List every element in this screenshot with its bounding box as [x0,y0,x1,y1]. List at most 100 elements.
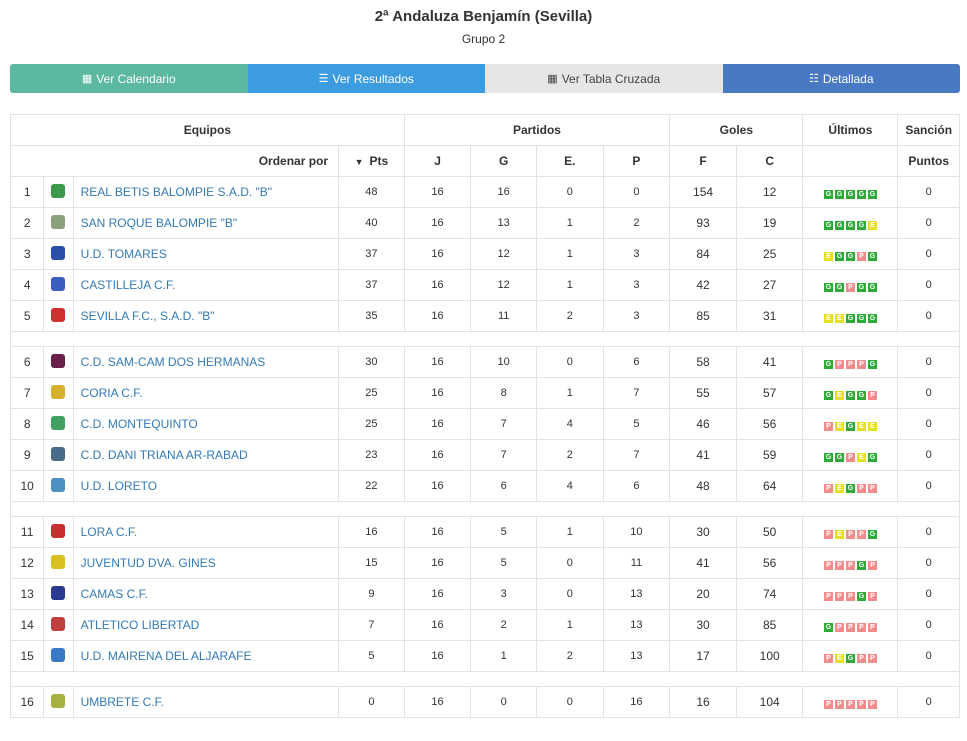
team-cell: U.D. LORETO [72,470,340,502]
form-badge: P [834,360,844,369]
f-cell: 58 [669,346,737,378]
form-badge: G [856,592,866,601]
team-link[interactable]: C.D. MONTEQUINTO [80,417,198,431]
equipos-header: Equipos [10,114,405,146]
form-badge: P [867,391,877,400]
c-cell: 27 [735,269,804,301]
form-badge: P [856,530,866,539]
p-cell: 5 [602,408,671,440]
form-badge: G [845,252,855,261]
p-cell: 13 [602,609,671,641]
pts-cell: 25 [338,377,405,409]
crest-cell [43,408,74,440]
p-cell: 7 [602,377,671,409]
form-badge: G [867,530,877,539]
sort-pts-header[interactable]: ▼ Pts [338,145,405,177]
form-badge: P [823,700,833,709]
sort-caret-icon: ▼ [354,157,364,167]
p-header: P [602,145,671,177]
ver-tabla-cruzada-button[interactable]: ▦ Ver Tabla Cruzada [485,64,723,93]
team-cell: CAMAS C.F. [72,578,340,610]
f-cell: 93 [669,207,737,239]
crest-cell [43,207,74,239]
e-cell: 1 [535,516,604,548]
team-cell: SAN ROQUE BALOMPIE "B" [72,207,340,239]
c-cell: 56 [735,408,804,440]
team-link[interactable]: U.D. MAIRENA DEL ALJARAFE [80,649,252,663]
position-cell: 1 [9,176,45,208]
team-link[interactable]: U.D. TOMARES [80,247,167,261]
team-link[interactable]: C.D. SAM-CAM DOS HERMANAS [80,355,266,369]
p-cell: 16 [602,686,671,718]
ver-resultados-button[interactable]: ☰ Ver Resultados [247,64,485,93]
pts-cell: 40 [338,207,405,239]
form-badge: G [823,221,833,230]
p-cell: 3 [602,238,671,270]
c-cell: 64 [735,470,804,502]
form-badge: G [867,283,877,292]
team-link[interactable]: SEVILLA F.C., S.A.D. "B" [80,309,215,323]
team-link[interactable]: SAN ROQUE BALOMPIE "B" [80,216,238,230]
team-crest-icon [51,554,66,569]
p-cell: 10 [602,516,671,548]
form-badge: G [845,422,855,431]
team-link[interactable]: C.D. DANI TRIANA AR-RABAD [80,448,248,462]
f-cell: 20 [669,578,737,610]
detail-list-icon: ☷ [808,73,819,85]
team-link[interactable]: CAMAS C.F. [80,587,148,601]
group-separator [10,501,960,517]
position-cell: 14 [9,609,45,641]
form-badge: E [834,422,844,431]
sancion-cell: 0 [897,686,960,718]
e-cell: 1 [535,207,604,239]
table-row: 2 SAN ROQUE BALOMPIE "B" 40 16 13 1 2 93 19 G G G G E… [9,207,960,239]
form-badge: P [856,360,866,369]
sancion-cell: 0 [897,470,960,502]
team-link[interactable]: LORA C.F. [80,525,138,539]
g-cell: 3 [470,578,537,610]
team-cell: C.D. MONTEQUINTO [72,408,340,440]
p-cell: 6 [602,470,671,502]
e-cell: 0 [535,346,604,378]
detallada-button[interactable]: ☷ Detallada [722,64,960,93]
e-cell: 1 [535,269,604,301]
ver-calendario-button[interactable]: ▦ Ver Calendario [10,64,248,93]
position-cell: 13 [9,578,45,610]
form-badge: E [823,314,833,323]
team-cell: U.D. TOMARES [72,238,340,270]
form-badge: P [856,252,866,261]
team-link[interactable]: REAL BETIS BALOMPIE S.A.D. "B" [80,185,273,199]
e-cell: 4 [535,470,604,502]
team-link[interactable]: JUVENTUD DVA. GINES [80,556,216,570]
crest-cell [43,300,74,332]
form-badge: G [823,360,833,369]
form-badge: P [867,592,877,601]
j-cell: 16 [403,269,472,301]
position-cell: 2 [9,207,45,239]
crest-cell [43,238,74,270]
team-cell: C.D. DANI TRIANA AR-RABAD [72,439,340,471]
team-link[interactable]: CASTILLEJA C.F. [80,278,176,292]
form-badge: G [823,190,833,199]
j-cell: 16 [403,346,472,378]
e-cell: 1 [535,609,604,641]
j-cell: 16 [403,176,472,208]
team-link[interactable]: UMBRETE C.F. [80,695,164,709]
form-badge: G [823,283,833,292]
form-badge: P [856,700,866,709]
team-crest-icon [51,585,66,600]
sancion-cell: 0 [897,238,960,270]
table-row: 6 C.D. SAM-CAM DOS HERMANAS 30 16 10 0 6 58 41 G P… [9,346,960,378]
table-row: 14 ATLETICO LIBERTAD 7 16 2 1 13 30 85 G P P P P 0 [9,609,960,641]
team-link[interactable]: CORIA C.F. [80,386,143,400]
team-link[interactable]: ATLETICO LIBERTAD [80,618,200,632]
sancion-cell: 0 [897,269,960,301]
team-link[interactable]: U.D. LORETO [80,479,158,493]
sancion-cell: 0 [897,547,960,579]
team-cell: U.D. MAIRENA DEL ALJARAFE [72,640,340,672]
